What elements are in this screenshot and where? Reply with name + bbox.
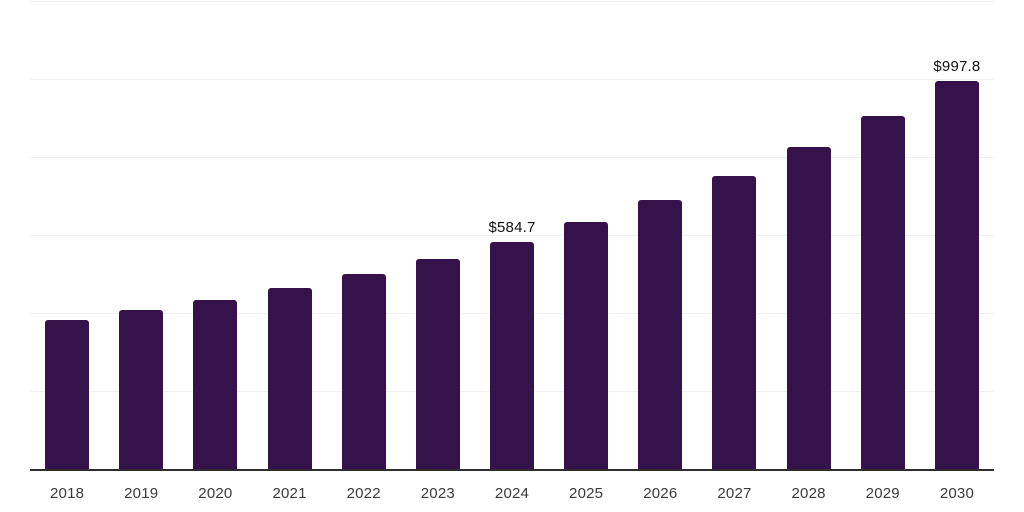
bar-2027 [712, 175, 757, 470]
bar-2026 [638, 199, 683, 470]
data-label-2024: $584.7 [488, 218, 536, 236]
bar-2024 [490, 241, 534, 470]
bar-2021 [267, 287, 312, 470]
x-tick-2028: 2028 [791, 485, 826, 502]
x-tick-2024: 2024 [494, 485, 530, 502]
x-tick-2021: 2021 [272, 485, 307, 502]
bar-2028 [786, 147, 831, 470]
x-axis-line [30, 469, 994, 471]
x-tick-2029: 2029 [865, 485, 900, 502]
bar-2019 [119, 310, 164, 470]
x-tick-2020: 2020 [198, 485, 233, 502]
x-tick-2026: 2026 [643, 485, 678, 502]
x-tick-2025: 2025 [569, 485, 604, 502]
x-tick-2022: 2022 [346, 485, 381, 502]
data-label-2030: $997.8 [933, 57, 981, 75]
gridline-1000 [30, 79, 994, 80]
bar-2023 [415, 259, 460, 470]
x-tick-2018: 2018 [49, 485, 85, 502]
bar-2018 [45, 320, 90, 470]
x-tick-2019: 2019 [124, 485, 159, 502]
bar-2030 [934, 80, 979, 470]
bar-2025 [564, 221, 609, 470]
bar-2022 [341, 274, 386, 470]
bar-2020 [193, 300, 238, 470]
gridline-1200 [30, 1, 994, 2]
x-tick-2030: 2030 [939, 485, 974, 502]
x-tick-2027: 2027 [717, 485, 752, 502]
gridline-800 [30, 157, 994, 158]
gridline-600 [30, 235, 994, 236]
x-tick-2023: 2023 [420, 485, 455, 502]
bar-2029 [860, 115, 905, 470]
